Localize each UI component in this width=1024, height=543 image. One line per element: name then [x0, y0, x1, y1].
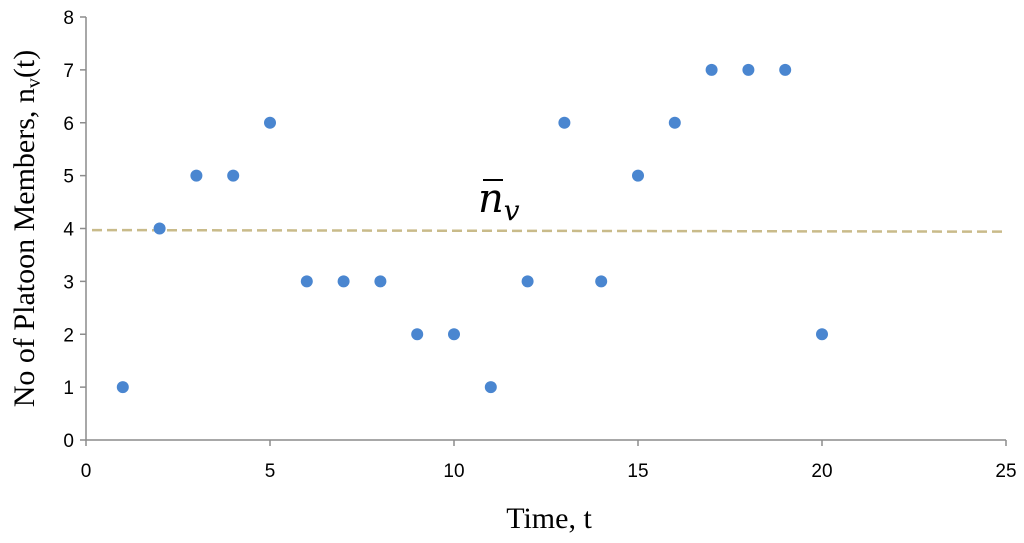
y-tick-label: 7: [63, 61, 74, 82]
data-point: [816, 328, 828, 341]
x-tick-label: 10: [443, 461, 464, 482]
tick-labels: 0 1 2 3 4 5 6 7 8 0 5 10 15 20 25: [63, 8, 1016, 482]
y-tick-label: 1: [63, 378, 74, 399]
data-point: [337, 275, 350, 288]
x-tick-label: 0: [81, 461, 92, 482]
y-axis-title: No of Platoon Members, nv(t): [8, 50, 45, 407]
data-point: [521, 275, 534, 288]
data-point: [742, 63, 755, 76]
y-tick-label: 2: [63, 325, 74, 346]
data-point: [668, 116, 681, 129]
y-tick-label: 5: [63, 167, 74, 188]
data-point: [264, 116, 276, 129]
data-point: [411, 328, 424, 341]
y-tick-label: 6: [63, 114, 74, 135]
data-point: [153, 222, 166, 235]
axes: [80, 16, 1007, 446]
y-tick-label: 0: [63, 431, 74, 452]
y-tick-label: 3: [63, 272, 74, 293]
data-point: [190, 169, 203, 182]
data-point: [705, 63, 718, 76]
mean-label-base: n: [478, 176, 504, 222]
x-tick-label: 15: [627, 461, 648, 482]
y-axis-title-sub: v: [23, 78, 45, 88]
y-tick-label: 8: [63, 8, 74, 29]
y-axis-title-suffix: (t): [8, 50, 41, 78]
x-tick-label: 5: [265, 461, 276, 482]
data-point: [448, 328, 460, 341]
data-point: [779, 63, 792, 76]
data-point: [632, 169, 644, 182]
x-tick-label: 25: [995, 461, 1016, 482]
data-point: [558, 116, 571, 129]
data-point: [595, 275, 608, 288]
data-point: [300, 275, 313, 288]
y-tick-label: 4: [63, 220, 74, 241]
mean-line: [91, 228, 1003, 233]
mean-label-sub: v: [504, 194, 520, 227]
data-points: [116, 63, 828, 394]
data-point: [227, 169, 240, 182]
x-axis-title: Time, t: [506, 502, 592, 535]
x-tick-label: 20: [811, 461, 832, 482]
data-point: [374, 275, 387, 288]
y-axis-title-main: No of Platoon Members, n: [8, 88, 41, 407]
data-point: [116, 381, 129, 394]
mean-label: nv: [478, 176, 520, 227]
data-point: [484, 381, 497, 394]
